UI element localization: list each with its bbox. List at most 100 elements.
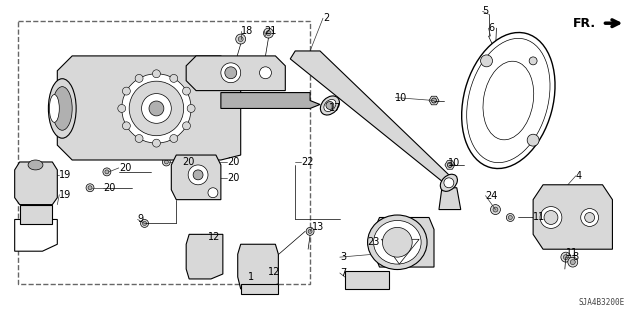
Text: 21: 21 [264,26,277,36]
Text: 11: 11 [533,212,545,222]
Circle shape [118,105,125,112]
Circle shape [570,260,575,264]
Circle shape [447,162,452,167]
Circle shape [539,219,543,223]
Text: 9: 9 [138,214,144,225]
Polygon shape [237,244,278,289]
Bar [345,271,389,289]
Text: FR.: FR. [572,17,596,30]
Circle shape [182,122,191,130]
Polygon shape [186,56,285,91]
Circle shape [236,34,246,44]
Circle shape [444,178,454,188]
Circle shape [493,207,498,212]
Text: 2: 2 [323,13,329,23]
Polygon shape [172,155,221,200]
Circle shape [152,70,161,78]
Text: 3: 3 [340,252,346,262]
Circle shape [264,28,273,38]
Circle shape [211,265,215,269]
Text: 20: 20 [227,173,239,183]
Circle shape [141,219,148,227]
Text: 10: 10 [448,158,460,168]
Circle shape [122,87,131,95]
Ellipse shape [461,33,555,168]
Circle shape [33,212,38,217]
Text: 13: 13 [312,222,324,233]
Circle shape [152,139,161,147]
Text: 6: 6 [488,23,495,33]
Ellipse shape [367,215,427,270]
Text: 10: 10 [396,93,408,102]
Text: 20: 20 [119,163,131,173]
Circle shape [431,98,436,103]
Circle shape [182,87,191,95]
Text: 11: 11 [566,248,578,258]
Polygon shape [381,239,419,264]
Circle shape [26,242,29,245]
Circle shape [105,170,109,174]
Circle shape [568,257,578,267]
Circle shape [122,122,131,130]
Circle shape [26,230,29,233]
Polygon shape [221,93,320,108]
Circle shape [248,255,257,263]
Text: 17: 17 [329,103,341,114]
Polygon shape [374,218,434,267]
Ellipse shape [28,160,43,170]
Ellipse shape [580,209,598,226]
Circle shape [207,158,215,166]
Text: 23: 23 [367,237,380,247]
Circle shape [508,216,512,219]
Circle shape [529,57,537,65]
Circle shape [88,186,92,190]
Text: 20: 20 [103,183,115,193]
Circle shape [563,255,568,260]
Polygon shape [20,204,52,225]
Ellipse shape [141,93,172,123]
Text: 19: 19 [60,170,72,180]
Text: SJA4B3200E: SJA4B3200E [578,298,625,307]
Text: 22: 22 [301,157,314,167]
Circle shape [135,135,143,143]
Circle shape [24,228,31,234]
Ellipse shape [221,63,241,83]
Circle shape [163,158,170,166]
Circle shape [164,160,168,164]
Text: 8: 8 [573,252,579,262]
Ellipse shape [585,212,595,222]
Circle shape [197,243,205,251]
Text: 12: 12 [268,267,281,277]
Text: 1: 1 [248,272,254,282]
Ellipse shape [540,207,562,228]
Circle shape [170,135,178,143]
Ellipse shape [52,87,72,130]
Ellipse shape [374,220,421,264]
Ellipse shape [321,96,339,115]
Ellipse shape [149,101,164,116]
Circle shape [238,37,243,41]
Circle shape [306,227,314,235]
Text: 20: 20 [227,157,239,167]
Ellipse shape [483,61,534,140]
Polygon shape [291,51,449,183]
Polygon shape [186,234,223,279]
Text: 5: 5 [483,6,489,16]
Ellipse shape [49,94,60,122]
Text: 20: 20 [182,157,195,167]
Polygon shape [15,162,58,204]
Ellipse shape [188,165,208,185]
Circle shape [43,230,46,233]
Circle shape [251,257,255,261]
Ellipse shape [122,74,191,143]
Circle shape [207,174,215,182]
Circle shape [103,168,111,176]
Ellipse shape [260,67,271,79]
Text: 7: 7 [340,268,346,278]
Text: 18: 18 [241,26,253,36]
Polygon shape [58,56,241,160]
Circle shape [31,211,40,219]
Circle shape [24,240,31,246]
Ellipse shape [544,211,558,225]
Polygon shape [15,219,58,251]
